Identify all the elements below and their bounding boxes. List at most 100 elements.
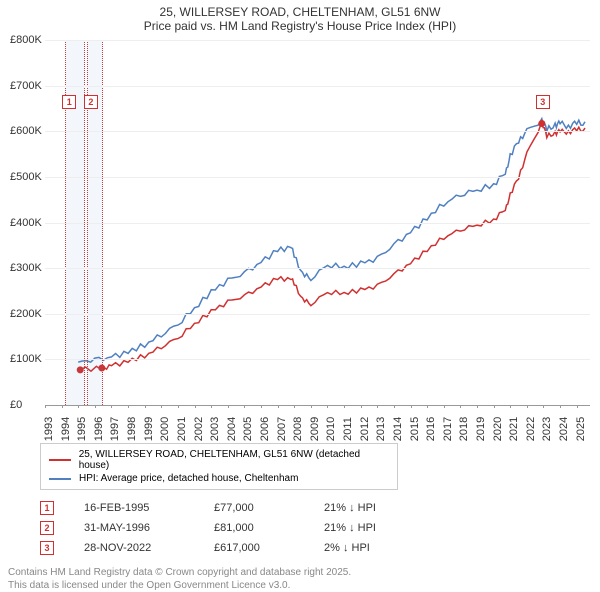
x-axis-label: 2005 — [242, 417, 254, 441]
transaction-dot — [538, 120, 545, 127]
gridline — [45, 314, 590, 315]
transaction-row: 1 16-FEB-1995£77,00021% ↓ HPI — [40, 498, 600, 518]
x-axis-label: 2021 — [508, 417, 520, 441]
x-tick — [560, 405, 561, 408]
x-axis-label: 2012 — [359, 417, 371, 441]
x-tick — [344, 405, 345, 408]
y-axis-label: £800K — [10, 34, 42, 46]
x-axis-label: 2010 — [325, 417, 337, 441]
transaction-row: 3 28-NOV-2022£617,0002% ↓ HPI — [40, 538, 600, 558]
transaction-delta: 21% ↓ HPI — [324, 502, 444, 514]
x-axis-label: 2006 — [259, 417, 271, 441]
x-tick — [111, 405, 112, 408]
legend-row: HPI: Average price, detached house, Chel… — [49, 472, 389, 485]
x-tick — [361, 405, 362, 408]
x-axis-label: 1998 — [126, 417, 138, 441]
gridline — [45, 131, 590, 132]
x-tick — [261, 405, 262, 408]
x-axis-label: 1995 — [76, 417, 88, 441]
chart-marker: 1 — [62, 95, 76, 109]
x-tick — [45, 405, 46, 408]
x-axis-label: 2017 — [442, 417, 454, 441]
transaction-date: 31-MAY-1996 — [84, 522, 214, 534]
footer: Contains HM Land Registry data © Crown c… — [8, 566, 600, 592]
x-tick — [211, 405, 212, 408]
x-tick — [95, 405, 96, 408]
x-axis-label: 1996 — [93, 417, 105, 441]
gridline — [45, 223, 590, 224]
y-axis-label: £300K — [10, 262, 42, 274]
legend-row: 25, WILLERSEY ROAD, CHELTENHAM, GL51 6NW… — [49, 448, 389, 472]
x-axis-label: 2008 — [292, 417, 304, 441]
gridline — [45, 359, 590, 360]
x-tick — [178, 405, 179, 408]
gridline — [45, 40, 590, 41]
x-tick — [411, 405, 412, 408]
x-tick — [394, 405, 395, 408]
chart-container: 25, WILLERSEY ROAD, CHELTENHAM, GL51 6NW… — [0, 0, 600, 590]
x-axis-label: 2003 — [209, 417, 221, 441]
x-axis-label: 2022 — [525, 417, 537, 441]
x-axis-label: 2016 — [425, 417, 437, 441]
x-axis-label: 2024 — [558, 417, 570, 441]
footer-line-1: Contains HM Land Registry data © Crown c… — [8, 566, 600, 579]
transaction-marker: 1 — [40, 501, 54, 515]
x-axis-label: 1997 — [109, 417, 121, 441]
transactions-table: 116-FEB-1995£77,00021% ↓ HPI231-MAY-1996… — [40, 498, 600, 558]
transaction-date: 28-NOV-2022 — [84, 542, 214, 554]
x-tick — [377, 405, 378, 408]
transaction-delta: 21% ↓ HPI — [324, 522, 444, 534]
transaction-price: £617,000 — [214, 542, 324, 554]
x-tick — [494, 405, 495, 408]
chart-marker: 3 — [536, 95, 550, 109]
x-tick — [128, 405, 129, 408]
transaction-delta: 2% ↓ HPI — [324, 542, 444, 554]
transaction-marker: 3 — [40, 541, 54, 555]
transaction-date: 16-FEB-1995 — [84, 502, 214, 514]
x-axis-label: 2025 — [575, 417, 587, 441]
x-axis-label: 2004 — [226, 417, 238, 441]
x-axis-label: 2011 — [342, 417, 354, 441]
chart-area: £0£100K£200K£300K£400K£500K£600K£700K£80… — [35, 40, 595, 435]
x-axis-label: 2018 — [458, 417, 470, 441]
x-axis-label: 1999 — [143, 417, 155, 441]
x-tick — [477, 405, 478, 408]
chart-marker: 2 — [84, 95, 98, 109]
x-tick — [294, 405, 295, 408]
gridline — [45, 268, 590, 269]
legend: 25, WILLERSEY ROAD, CHELTENHAM, GL51 6NW… — [40, 443, 398, 490]
x-tick — [244, 405, 245, 408]
x-axis-label: 1993 — [43, 417, 55, 441]
x-axis-label: 2013 — [375, 417, 387, 441]
x-tick — [78, 405, 79, 408]
x-axis-label: 2009 — [309, 417, 321, 441]
x-tick — [311, 405, 312, 408]
transaction-price: £77,000 — [214, 502, 324, 514]
x-tick — [527, 405, 528, 408]
title-block: 25, WILLERSEY ROAD, CHELTENHAM, GL51 6NW… — [0, 0, 600, 35]
x-axis-label: 2015 — [409, 417, 421, 441]
x-tick — [510, 405, 511, 408]
x-axis-label: 2023 — [541, 417, 553, 441]
y-axis-label: £100K — [10, 353, 42, 365]
footer-line-2: This data is licensed under the Open Gov… — [8, 579, 600, 592]
legend-swatch — [49, 478, 71, 480]
title-line-1: 25, WILLERSEY ROAD, CHELTENHAM, GL51 6NW — [0, 5, 600, 19]
x-axis-label: 2014 — [392, 417, 404, 441]
x-tick — [145, 405, 146, 408]
x-tick — [195, 405, 196, 408]
series-hpi — [78, 119, 585, 363]
x-tick — [161, 405, 162, 408]
x-tick — [543, 405, 544, 408]
y-axis-label: £0 — [10, 399, 22, 411]
legend-label: HPI: Average price, detached house, Chel… — [79, 473, 298, 484]
transaction-row: 231-MAY-1996£81,00021% ↓ HPI — [40, 518, 600, 538]
legend-label: 25, WILLERSEY ROAD, CHELTENHAM, GL51 6NW… — [79, 449, 389, 471]
plot-region: £0£100K£200K£300K£400K£500K£600K£700K£80… — [45, 40, 590, 406]
x-tick — [62, 405, 63, 408]
y-axis-label: £400K — [10, 217, 42, 229]
gridline — [45, 177, 590, 178]
x-tick — [460, 405, 461, 408]
legend-swatch — [49, 459, 71, 461]
y-axis-label: £600K — [10, 125, 42, 137]
